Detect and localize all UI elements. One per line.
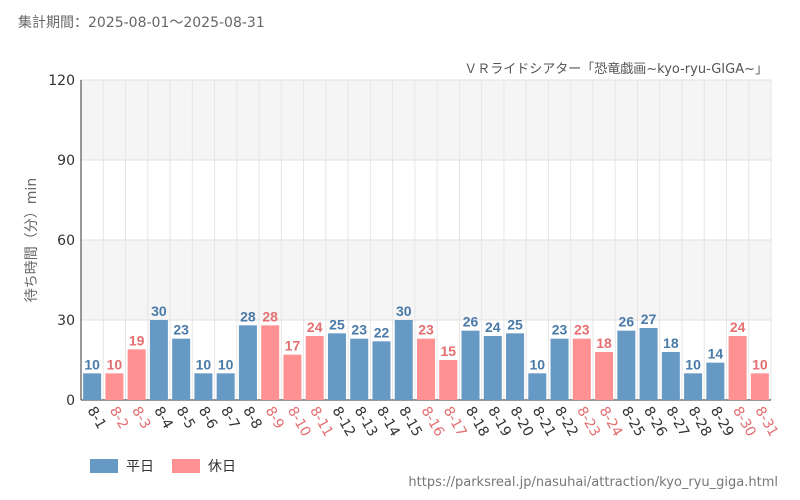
bar-value-label: 18	[663, 335, 679, 351]
y-tick-label: 0	[66, 393, 75, 409]
bar-value-label: 17	[285, 338, 301, 354]
bar-8-21	[528, 373, 547, 400]
bar-8-4	[149, 320, 168, 400]
bar-8-15	[394, 320, 413, 400]
bar-8-31	[750, 373, 769, 400]
bar-8-2	[105, 373, 124, 400]
bar-value-label: 25	[329, 316, 345, 332]
bar-value-label: 22	[374, 324, 390, 340]
x-tick-label: 8-4	[150, 404, 175, 432]
bar-value-label: 23	[552, 322, 568, 338]
legend-label-weekday: 平日	[126, 459, 154, 475]
bar-value-label: 10	[196, 356, 212, 372]
source-url[interactable]: https://parksreal.jp/nasuhai/attraction/…	[408, 475, 778, 490]
bar-value-label: 15	[440, 343, 456, 359]
bar-value-label: 10	[218, 356, 234, 372]
bar-8-27	[661, 352, 680, 400]
bar-8-16	[417, 338, 435, 400]
x-tick-label: 8-1	[84, 404, 109, 432]
y-tick-label: 90	[57, 153, 75, 169]
legend: 平日 休日	[90, 456, 236, 476]
x-tick-label: 8-8	[239, 404, 264, 432]
y-tick-label: 30	[57, 313, 75, 329]
x-tick-label: 8-7	[217, 404, 242, 432]
bar-value-label: 19	[129, 332, 145, 348]
bar-8-17	[439, 360, 458, 400]
bar-8-3	[127, 349, 146, 400]
x-tick-label: 8-5	[173, 404, 198, 432]
bar-8-8	[238, 325, 257, 400]
bar-value-label: 23	[351, 322, 367, 338]
bar-value-label: 10	[530, 356, 546, 372]
bar-value-label: 30	[151, 303, 167, 319]
plot-band	[81, 160, 771, 240]
plot-band	[81, 240, 771, 320]
bar-8-7	[216, 373, 235, 400]
y-tick-label: 60	[57, 233, 75, 249]
period-text: 集計期間：2025-08-01～2025-08-31	[18, 15, 265, 31]
legend-swatch-weekday	[90, 459, 118, 473]
x-tick-label: 8-2	[106, 404, 131, 432]
bar-8-26	[639, 328, 658, 400]
bar-value-label: 23	[418, 322, 434, 338]
bar-value-label: 25	[507, 316, 523, 332]
legend-item-weekday: 平日	[90, 456, 154, 476]
x-tick-label: 8-3	[128, 404, 153, 432]
bar-value-label: 10	[107, 356, 123, 372]
bar-value-label: 10	[685, 356, 701, 372]
bar-8-1	[83, 373, 102, 400]
bar-8-11	[305, 336, 324, 400]
bar-value-label: 26	[619, 314, 635, 330]
bar-value-label: 10	[84, 356, 100, 372]
x-tick-label: 8-6	[195, 404, 220, 432]
bar-8-12	[327, 333, 346, 400]
bar-8-22	[550, 338, 569, 400]
legend-label-holiday: 休日	[208, 459, 236, 475]
bar-value-label: 24	[485, 319, 501, 335]
bar-value-label: 26	[463, 314, 479, 330]
bar-value-label: 10	[752, 356, 768, 372]
bar-8-24	[595, 352, 614, 400]
bar-8-23	[572, 338, 591, 400]
bar-value-label: 14	[708, 346, 724, 362]
bar-8-18	[461, 330, 480, 400]
x-tick-label: 8-9	[262, 404, 287, 432]
bar-value-label: 28	[240, 308, 256, 324]
bar-8-19	[483, 336, 502, 400]
bar-8-6	[194, 373, 213, 400]
bar-value-label: 27	[641, 311, 657, 327]
bar-value-label: 24	[730, 319, 746, 335]
bar-8-10	[283, 354, 302, 400]
bar-8-28	[684, 373, 703, 400]
plot-band	[81, 80, 771, 160]
y-tick-label: 120	[48, 73, 75, 89]
bar-8-25	[617, 330, 636, 400]
y-axis-label: 待ち時間（分）min	[24, 178, 40, 302]
bar-8-30	[728, 336, 747, 400]
chart-subtitle: ＶＲライドシアター「恐竜戯画~kyo-ryu-GIGA~」	[464, 62, 768, 77]
x-tick-label: 8-31	[751, 404, 781, 440]
bar-value-label: 18	[596, 335, 612, 351]
bar-8-20	[506, 333, 525, 400]
bar-value-label: 23	[574, 322, 590, 338]
bar-8-14	[372, 341, 391, 400]
bar-value-label: 30	[396, 303, 412, 319]
legend-item-holiday: 休日	[172, 456, 236, 476]
bar-8-9	[261, 325, 280, 400]
bar-8-13	[350, 338, 369, 400]
bar-value-label: 23	[173, 322, 189, 338]
legend-swatch-holiday	[172, 459, 200, 473]
bar-value-label: 28	[262, 308, 278, 324]
bar-value-label: 24	[307, 319, 323, 335]
bar-8-5	[172, 338, 191, 400]
bar-8-29	[706, 362, 725, 400]
